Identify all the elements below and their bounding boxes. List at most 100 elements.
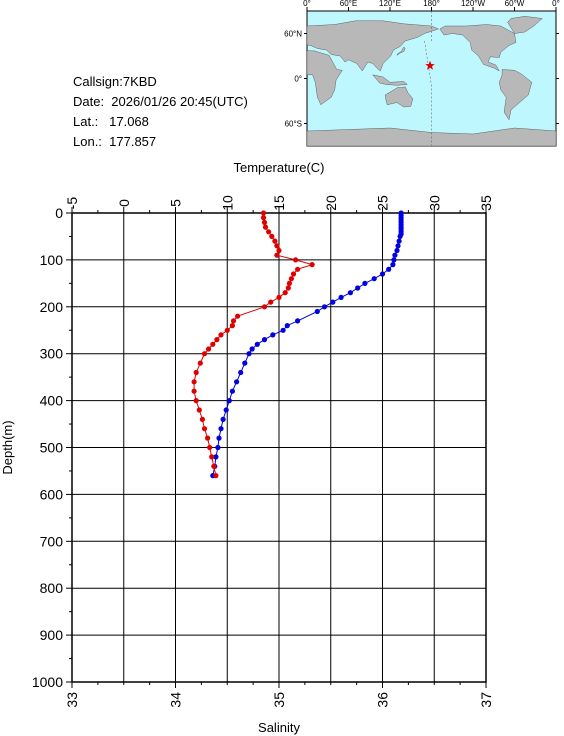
salinity-point bbox=[269, 233, 275, 239]
lat-text: Lat.: 17.068 bbox=[73, 114, 149, 129]
temperature-point bbox=[338, 294, 344, 300]
temperature-point bbox=[226, 398, 232, 404]
temperature-point bbox=[213, 454, 219, 460]
plot-area bbox=[72, 213, 486, 682]
salinity-point bbox=[261, 304, 268, 310]
temperature-point bbox=[242, 360, 248, 366]
map-lon-label: 60°E bbox=[340, 0, 357, 8]
map-lon-label: 60°W bbox=[505, 0, 525, 8]
temperature-point bbox=[398, 210, 404, 216]
salinity-point bbox=[209, 454, 215, 460]
lon-text: Lon.: 177.857 bbox=[73, 134, 157, 149]
salinity-point bbox=[286, 280, 292, 286]
salinity-point bbox=[261, 219, 268, 225]
temperature-point bbox=[270, 332, 276, 338]
depth-tick-label: 600 bbox=[40, 486, 64, 502]
salinity-axis-title: Salinity bbox=[258, 720, 300, 735]
temperature-point bbox=[210, 473, 216, 479]
salinity-point bbox=[211, 463, 217, 469]
salinity-point bbox=[201, 426, 208, 432]
salinity-point bbox=[191, 388, 197, 394]
temperature-point bbox=[234, 379, 240, 385]
temperature-point bbox=[249, 346, 255, 352]
salinity-point bbox=[262, 224, 269, 230]
salinity-point bbox=[266, 229, 272, 235]
salinity-point bbox=[214, 337, 220, 343]
depth-axis-title: Depth(m) bbox=[0, 420, 15, 474]
temperature-point bbox=[216, 435, 222, 441]
callsign-text: Callsign:7KBD bbox=[73, 74, 157, 89]
temperature-point bbox=[295, 318, 301, 324]
salinity-series bbox=[191, 210, 315, 479]
temperature-point bbox=[394, 247, 400, 254]
temperature-point bbox=[395, 243, 401, 249]
salinity-point bbox=[224, 327, 230, 333]
landmass-2 bbox=[384, 86, 414, 108]
map-lat-label: 60°N bbox=[284, 30, 302, 39]
temperature-point bbox=[220, 416, 226, 422]
salinity-point bbox=[285, 285, 291, 291]
map-lon-label: 0° bbox=[303, 0, 311, 8]
temperature-point bbox=[215, 444, 221, 451]
salinity-point bbox=[260, 210, 267, 216]
temperature-point bbox=[280, 327, 286, 333]
temperature-tick-label: -5 bbox=[64, 197, 80, 210]
world-map: 0° 60°E 120°E 180° 120°W 60°W 0° 60°N 0° 60°S bbox=[284, 0, 560, 147]
salinity-point bbox=[235, 313, 241, 319]
temperature-point bbox=[254, 341, 260, 347]
depth-tick-label: 1000 bbox=[32, 674, 63, 690]
temperature-axis-title: Temperature(C) bbox=[233, 160, 324, 175]
landmass-1 bbox=[306, 50, 343, 106]
salinity-point bbox=[274, 252, 280, 258]
map-lon-label: 120°W bbox=[461, 0, 486, 8]
temperature-tick-label: 35 bbox=[478, 195, 494, 211]
temperature-point bbox=[391, 257, 397, 263]
salinity-point bbox=[268, 299, 274, 305]
salinity-point bbox=[205, 435, 211, 441]
temperature-point bbox=[321, 304, 328, 310]
salinity-point bbox=[193, 369, 199, 376]
landmass-4 bbox=[499, 69, 533, 121]
salinity-point bbox=[193, 398, 199, 404]
depth-tick-label: 400 bbox=[40, 393, 64, 409]
temperature-point bbox=[398, 222, 404, 228]
salinity-tick-label: 36 bbox=[375, 692, 391, 708]
salinity-point bbox=[272, 238, 278, 244]
salinity-point bbox=[274, 243, 280, 249]
salinity-tick-label: 37 bbox=[478, 692, 494, 708]
temperature-point bbox=[362, 280, 368, 286]
salinity-point bbox=[206, 346, 212, 352]
temperature-point bbox=[212, 463, 218, 469]
salinity-tick-label: 33 bbox=[64, 692, 80, 708]
plot-frame bbox=[71, 212, 487, 683]
salinity-point bbox=[191, 379, 197, 385]
salinity-point bbox=[213, 473, 219, 479]
temperature-point bbox=[392, 252, 398, 258]
temperature-point bbox=[398, 231, 404, 237]
temperature-point bbox=[330, 299, 336, 305]
salinity-point bbox=[309, 262, 315, 268]
date-line bbox=[424, 11, 432, 146]
temperature-tick-label: 5 bbox=[168, 199, 184, 207]
salinity-point bbox=[210, 341, 216, 347]
depth-tick-label: 200 bbox=[40, 299, 64, 315]
depth-tick-label: 300 bbox=[40, 346, 64, 362]
temperature-point bbox=[398, 224, 404, 230]
temperature-point bbox=[218, 426, 224, 432]
landmass-5 bbox=[507, 16, 543, 34]
map-lon-label: 120°E bbox=[379, 0, 401, 8]
temperature-point bbox=[398, 229, 404, 235]
depth-tick-label: 800 bbox=[40, 580, 64, 596]
temperature-point bbox=[379, 271, 386, 277]
salinity-point bbox=[196, 407, 202, 413]
salinity-point bbox=[276, 247, 282, 254]
temperature-point bbox=[398, 215, 404, 221]
temperature-point bbox=[398, 219, 404, 225]
temperature-point bbox=[398, 226, 404, 232]
salinity-point bbox=[295, 266, 301, 272]
landmass-8 bbox=[396, 46, 406, 56]
map-lat-label: 60°S bbox=[285, 120, 302, 129]
salinity-tick-label: 35 bbox=[271, 692, 287, 708]
temperature-point bbox=[398, 217, 404, 223]
depth-tick-label: 100 bbox=[40, 252, 64, 268]
